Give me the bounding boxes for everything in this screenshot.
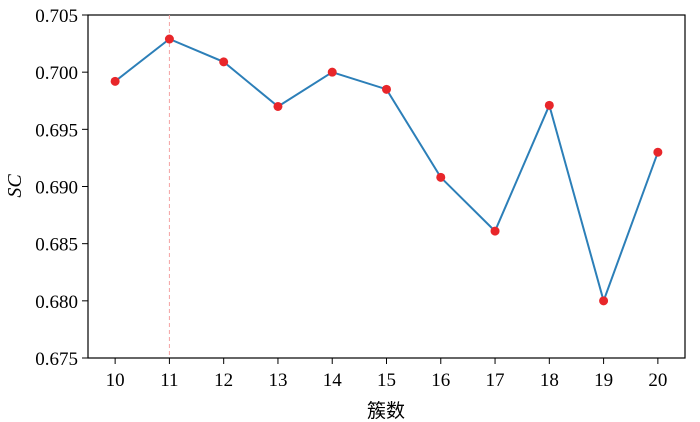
x-tick-label: 17 [486,370,505,391]
x-tick-label: 10 [106,370,125,391]
x-tick-label: 12 [214,370,233,391]
data-point [490,226,500,236]
y-axis: 0.675 0.680 0.685 0.690 0.695 0.700 0.705 [35,6,88,370]
data-point [436,172,446,182]
y-axis-label: SC [4,174,26,198]
y-tick-label: 0.690 [35,178,78,199]
data-point [382,84,391,94]
y-tick-label: 0.675 [35,349,78,370]
y-tick-label: 0.700 [35,63,78,84]
y-tick-label: 0.695 [35,120,78,141]
x-axis: 10 11 12 13 14 15 16 17 18 19 20 [106,358,667,391]
data-point [273,101,283,111]
x-tick-label: 13 [268,370,287,391]
x-tick-label: 18 [540,370,559,391]
data-point [164,34,174,44]
x-tick-label: 16 [431,370,450,391]
series-layer [110,34,663,306]
x-axis-label: 簇数 [367,400,405,422]
x-tick-label: 20 [648,370,667,391]
x-tick-label: 19 [594,370,613,391]
plot-frame [87,14,686,359]
data-point [544,100,554,110]
x-tick-label: 15 [377,370,396,391]
data-point [110,76,120,86]
x-tick-label: 14 [323,370,343,391]
y-tick-label: 0.705 [35,6,78,27]
data-point [653,147,663,157]
data-point [219,57,229,67]
data-point [327,67,337,77]
data-point [599,296,609,306]
x-tick-label: 11 [160,370,178,391]
series-line [114,37,659,305]
y-tick-label: 0.680 [35,292,78,313]
y-tick-label: 0.685 [35,235,78,256]
